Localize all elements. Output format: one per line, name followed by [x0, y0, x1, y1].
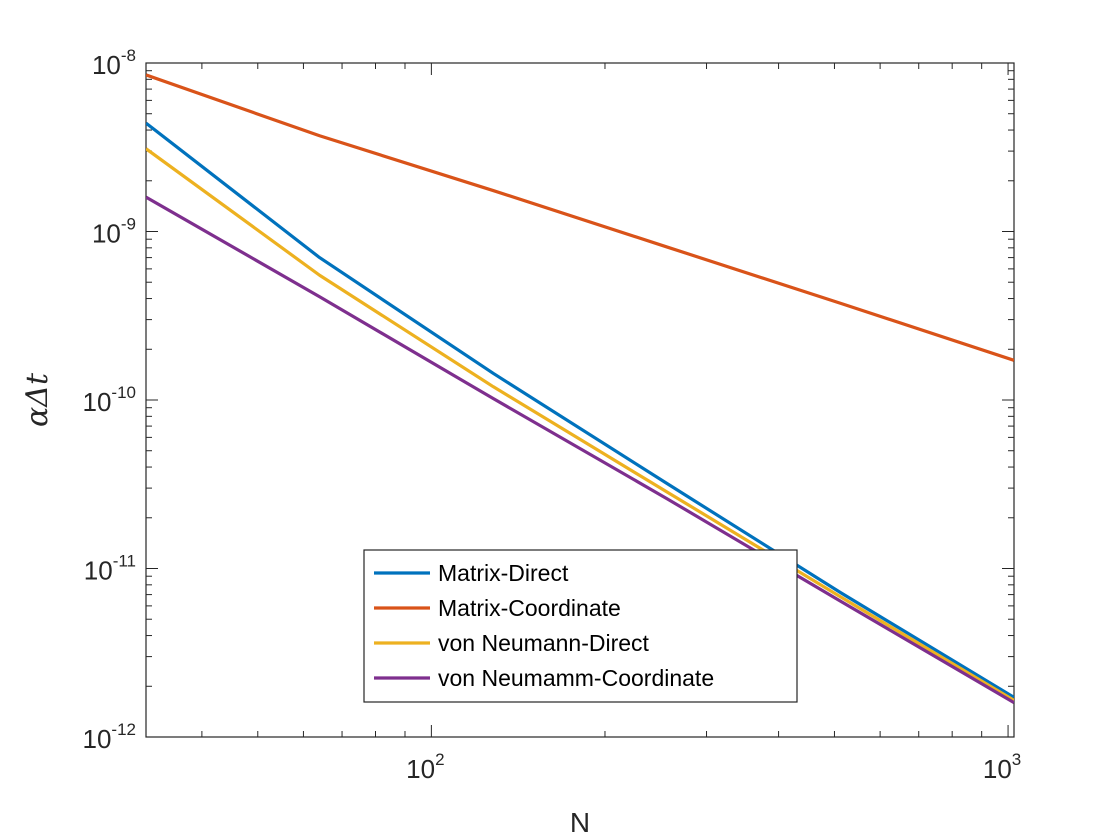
legend-label: von Neumamm-Coordinate [438, 665, 714, 691]
y-tick-label: 10-9 [92, 215, 136, 249]
legend-item: von Neumamm-Coordinate [374, 665, 714, 691]
y-tick-label: 10-11 [84, 552, 136, 586]
y-tick-label: 10-10 [83, 383, 137, 417]
y-tick-label: 10-8 [92, 46, 136, 80]
legend-item: Matrix-Direct [374, 560, 569, 586]
y-tick-labels: 10-8 10-9 10-10 10-11 10-12 [83, 46, 137, 754]
x-tick-labels: 102 103 [406, 750, 1021, 784]
legend-item: von Neumann-Direct [374, 630, 650, 656]
legend: Matrix-Direct Matrix-Coordinate von Neuman… [363, 549, 798, 703]
series-line-3 [146, 195, 1014, 704]
legend-label: Matrix-Direct [438, 560, 569, 586]
x-tick-label: 103 [983, 750, 1021, 784]
y-axis-label: αΔt [20, 372, 55, 427]
legend-item: Matrix-Coordinate [374, 595, 621, 621]
series-line-1 [146, 73, 1014, 362]
legend-label: Matrix-Coordinate [438, 595, 621, 621]
x-tick-label: 102 [406, 750, 444, 784]
series-line-0 [146, 121, 1014, 699]
y-tick-label: 10-12 [83, 720, 137, 754]
legend-label: von Neumann-Direct [438, 630, 650, 656]
x-axis-label: N [570, 807, 590, 838]
series-line-2 [146, 147, 1014, 702]
legend-box [363, 549, 798, 703]
axis-ticks [146, 62, 1014, 738]
series-lines [146, 73, 1014, 704]
